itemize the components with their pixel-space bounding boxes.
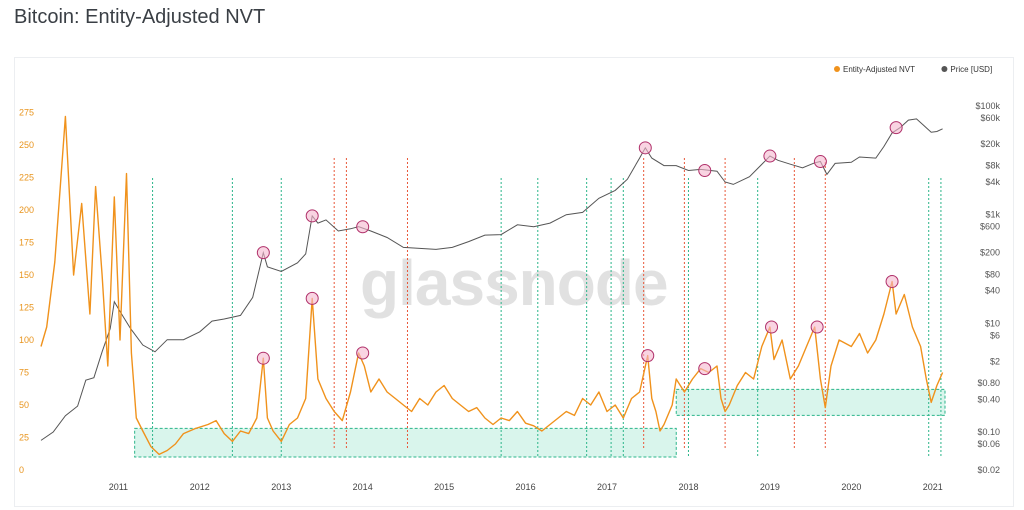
price-line: [40, 118, 943, 441]
left-tick-label: 150: [19, 270, 34, 280]
right-tick-label: $600: [980, 222, 1000, 232]
signal-lines: [152, 158, 942, 456]
peak-marker-left-5: [765, 320, 779, 334]
left-tick-label: 25: [19, 433, 29, 443]
legend: Entity-Adjusted NVT Price [USD]: [834, 65, 992, 74]
right-tick-label: $80: [985, 269, 1000, 279]
peak-marker-right-4: [698, 164, 712, 178]
nvt-line: [40, 115, 944, 456]
x-tick-label: 2021: [923, 482, 943, 492]
support-band-1: [675, 388, 946, 416]
right-tick-label: $2: [990, 356, 1000, 366]
peak-marker-right-0: [256, 246, 270, 260]
nvt-chart: Entity-Adjusted NVT Price [USD] glassnode…: [19, 65, 1000, 492]
watermark: glassnode: [360, 247, 668, 319]
legend-swatch-0: [834, 66, 840, 72]
page-title: Bitcoin: Entity-Adjusted NVT: [14, 6, 266, 28]
right-tick-label: $0.40: [977, 394, 1000, 404]
legend-label-0: Entity-Adjusted NVT: [843, 65, 915, 74]
x-tick-label: 2019: [760, 482, 780, 492]
right-tick-label: $1k: [985, 210, 1000, 220]
left-tick-label: 225: [19, 173, 34, 183]
right-tick-label: $0.10: [977, 427, 1000, 437]
right-tick-label: $40: [985, 286, 1000, 296]
peak-markers: [256, 121, 903, 376]
left-tick-label: 75: [19, 368, 29, 378]
peak-marker-left-7: [885, 275, 899, 288]
x-tick-label: 2014: [353, 482, 373, 492]
support-band-0: [134, 427, 677, 458]
right-tick-label: $10: [985, 318, 1000, 328]
peak-marker-right-2: [356, 220, 370, 234]
peak-marker-right-5: [763, 149, 777, 163]
x-tick-label: 2017: [597, 482, 617, 492]
right-tick-label: $200: [980, 248, 1000, 258]
right-tick-label: $8k: [985, 161, 1000, 171]
left-tick-label: 200: [19, 205, 34, 215]
x-tick-label: 2018: [678, 482, 698, 492]
x-axis: 2011 2012 2013 2014 2015 2016 2017 2018 2019 2020…: [109, 482, 943, 492]
peak-marker-right-1: [305, 209, 319, 223]
peak-marker-right-7: [889, 121, 903, 135]
right-tick-label: $0.02: [977, 465, 1000, 475]
peak-marker-left-6: [810, 320, 824, 334]
right-tick-label: $0.80: [977, 378, 1000, 388]
peak-marker-left-1: [305, 291, 319, 305]
left-tick-label: 50: [19, 400, 29, 410]
right-tick-label: $0.06: [977, 439, 1000, 449]
left-tick-label: 0: [19, 465, 24, 475]
x-tick-label: 2011: [109, 482, 128, 492]
peak-marker-left-2: [356, 346, 370, 360]
right-tick-label: $60k: [980, 113, 1000, 123]
right-tick-label: $100k: [975, 101, 1000, 111]
right-tick-label: $20k: [980, 139, 1000, 149]
peak-marker-left-3: [641, 349, 655, 363]
price-series: [40, 118, 943, 441]
left-tick-label: 100: [19, 335, 34, 345]
legend-label-1: Price [USD]: [950, 65, 992, 74]
x-tick-label: 2020: [841, 482, 861, 492]
left-tick-label: 175: [19, 238, 34, 248]
right-axis: $0.02 $0.06 $0.10 $0.40 $0.80 $2 $6 $10 $40 $80 $2…: [975, 101, 1000, 475]
right-tick-label: $4k: [985, 177, 1000, 187]
peak-marker-right-3: [638, 141, 652, 155]
chart-card: Entity-Adjusted NVT Price [USD] glassnode…: [14, 57, 1014, 507]
peak-marker-right-6: [813, 155, 827, 169]
left-tick-label: 275: [19, 108, 34, 118]
x-tick-label: 2016: [516, 482, 536, 492]
left-tick-label: 250: [19, 140, 34, 150]
peak-marker-left-0: [256, 351, 270, 365]
x-tick-label: 2013: [271, 482, 291, 492]
right-tick-label: $6: [990, 330, 1000, 340]
x-tick-label: 2015: [434, 482, 454, 492]
x-tick-label: 2012: [190, 482, 210, 492]
legend-swatch-1: [941, 66, 948, 72]
left-axis: 0 25 50 75 100 125 150 175 200 225 250 275: [19, 108, 34, 476]
nvt-series: [40, 115, 944, 456]
peak-marker-left-4: [698, 362, 712, 376]
left-tick-label: 125: [19, 303, 34, 313]
